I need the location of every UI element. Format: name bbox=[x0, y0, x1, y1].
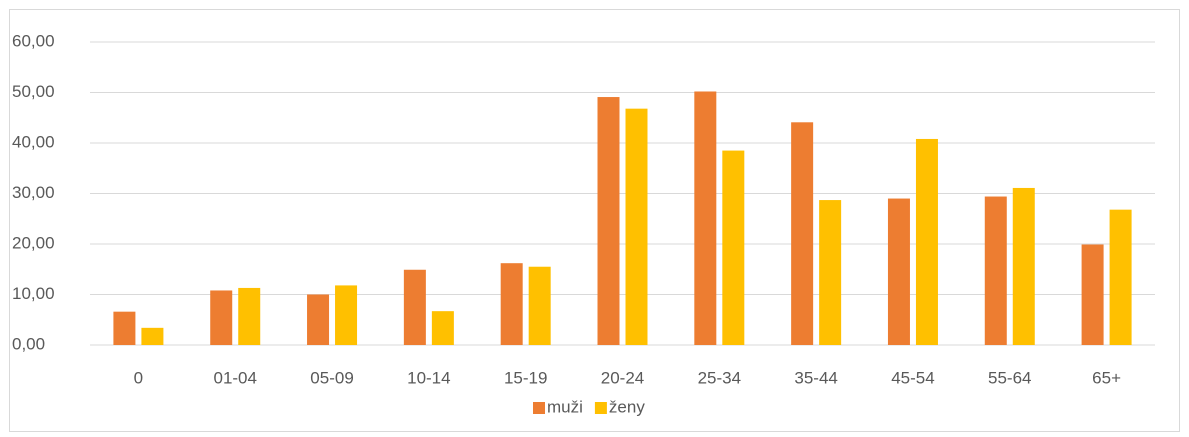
bar bbox=[1081, 244, 1104, 345]
y-tick-label: 20,00 bbox=[12, 233, 55, 252]
x-tick-label: 55-64 bbox=[988, 368, 1031, 387]
y-tick-label: 50,00 bbox=[12, 82, 55, 101]
bar bbox=[915, 138, 938, 345]
x-tick-label: 10-14 bbox=[407, 368, 450, 387]
bar bbox=[528, 266, 551, 345]
bar bbox=[597, 97, 620, 345]
legend-swatch bbox=[533, 402, 545, 414]
x-tick-label: 35-44 bbox=[794, 368, 837, 387]
y-tick-label: 30,00 bbox=[12, 183, 55, 202]
y-tick-label: 0,00 bbox=[12, 334, 45, 353]
bar bbox=[113, 311, 136, 345]
y-tick-label: 10,00 bbox=[12, 284, 55, 303]
bar bbox=[625, 108, 648, 345]
legend-label: ženy bbox=[609, 397, 645, 416]
legend-label: muži bbox=[547, 397, 583, 416]
bar bbox=[500, 263, 523, 345]
bar bbox=[210, 290, 233, 345]
bar bbox=[1012, 187, 1035, 345]
bar bbox=[887, 198, 910, 345]
x-tick-label: 20-24 bbox=[601, 368, 644, 387]
x-tick-label: 15-19 bbox=[504, 368, 547, 387]
chart-border bbox=[9, 9, 1180, 432]
x-tick-label: 0 bbox=[134, 368, 143, 387]
bar bbox=[819, 200, 842, 345]
bar bbox=[984, 196, 1007, 345]
bar bbox=[141, 327, 164, 345]
x-tick-label: 25-34 bbox=[698, 368, 741, 387]
x-tick-label: 45-54 bbox=[891, 368, 934, 387]
bar bbox=[722, 150, 745, 345]
y-tick-label: 60,00 bbox=[12, 31, 55, 50]
x-tick-label: 65+ bbox=[1092, 368, 1121, 387]
bar bbox=[238, 287, 261, 345]
bar bbox=[307, 294, 330, 345]
legend-swatch bbox=[594, 402, 607, 414]
bar bbox=[1109, 209, 1132, 345]
x-tick-label: 05-09 bbox=[310, 368, 353, 387]
bar bbox=[694, 91, 717, 346]
y-tick-label: 40,00 bbox=[12, 132, 55, 151]
bar bbox=[403, 269, 426, 345]
bar bbox=[791, 122, 814, 345]
x-tick-label: 01-04 bbox=[213, 368, 256, 387]
bar bbox=[431, 311, 454, 345]
bar bbox=[335, 285, 358, 345]
